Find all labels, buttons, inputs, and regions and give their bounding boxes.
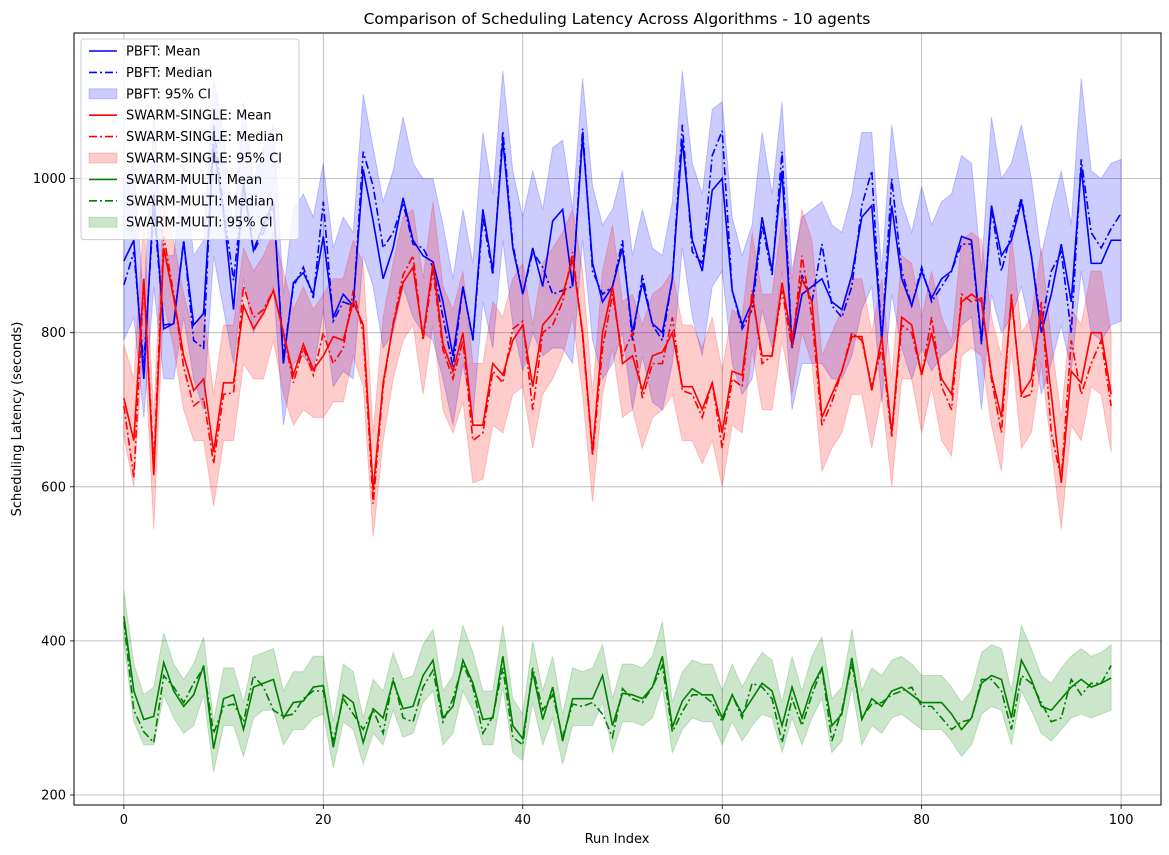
pbft-median-legend-label: PBFT: Median xyxy=(126,66,212,81)
x-tick-label: 20 xyxy=(315,813,332,828)
x-tick-label: 100 xyxy=(1109,813,1134,828)
axis-ticks: 0 20 40 60 80 100 200 400 600 800 1000 xyxy=(33,172,1134,828)
plot-frame xyxy=(73,32,1162,806)
x-tick-label: 0 xyxy=(120,813,128,828)
pbft-ci-legend-label: PBFT: 95% CI xyxy=(126,87,211,102)
x-axis-title: Run Index xyxy=(585,832,650,847)
swarm-single-mean-legend-label: SWARM-SINGLE: Mean xyxy=(126,109,272,124)
swarm-single-mean-line xyxy=(123,247,1112,491)
pbft-ci-legend-swatch xyxy=(88,88,118,100)
swarm-multi-ci-band xyxy=(123,590,1112,772)
swarm-single-median-legend-label: SWARM-SINGLE: Median xyxy=(126,130,283,145)
pbft-mean-line xyxy=(123,136,1122,379)
legend-box xyxy=(80,38,300,241)
swarm-multi-mean-legend-label: SWARM-MULTI: Mean xyxy=(126,173,262,188)
swarm-single-ci-legend-label: SWARM-SINGLE: 95% CI xyxy=(126,152,282,167)
chart-title: Comparison of Scheduling Latency Across … xyxy=(364,10,871,28)
swarm-multi-ci-legend-label: SWARM-MULTI: 95% CI xyxy=(126,216,273,231)
y-axis-title: Scheduling Latency (seconds) xyxy=(10,322,25,517)
swarm-single-ci-legend-swatch xyxy=(88,152,118,164)
x-tick-label: 40 xyxy=(514,813,531,828)
swarm-multi-ci-legend-swatch xyxy=(88,216,118,228)
y-tick-label: 800 xyxy=(41,326,66,341)
x-tick-label: 60 xyxy=(714,813,731,828)
series-lines xyxy=(123,124,1122,749)
y-tick-label: 200 xyxy=(41,788,66,803)
pbft-mean-legend-label: PBFT: Mean xyxy=(126,45,200,60)
swarm-multi-mean-line xyxy=(123,616,1112,749)
x-tick-label: 80 xyxy=(913,813,930,828)
y-tick-label: 600 xyxy=(41,480,66,495)
swarm-multi-median-legend-label: SWARM-MULTI: Median xyxy=(126,194,274,209)
swarm-multi-median-line xyxy=(123,621,1112,747)
y-tick-label: 400 xyxy=(41,634,66,649)
legend: PBFT: Mean PBFT: Median PBFT: 95% CI SWARM-… xyxy=(80,38,300,241)
y-tick-label: 1000 xyxy=(33,172,66,187)
